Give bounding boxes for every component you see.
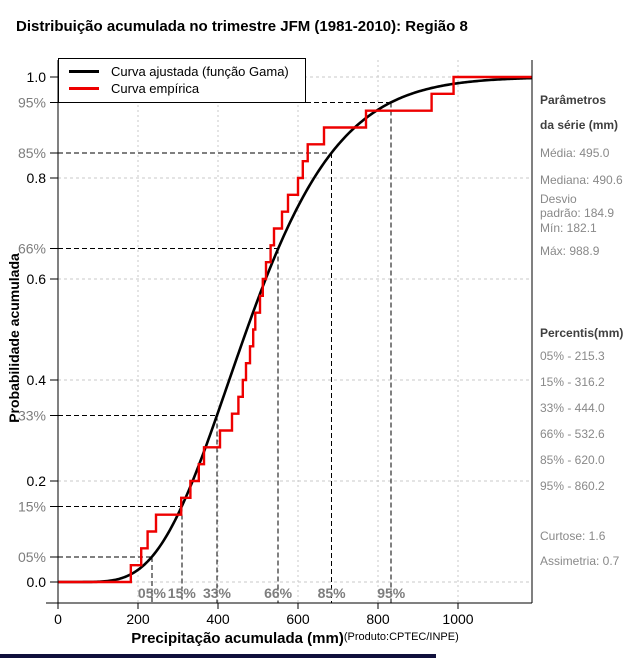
- params-header-line1: Parâmetros: [540, 93, 607, 107]
- stat-desvio-line2: padrão: 184.9: [540, 206, 615, 220]
- stat-desvio-line1: Desvio: [540, 192, 577, 206]
- stat-desvio-padrao: Desvio padrão: 184.9: [540, 192, 636, 220]
- legend-item-fitted: Curva ajustada (função Gama): [69, 63, 305, 80]
- percentile-15: 15% - 316.2: [540, 375, 605, 389]
- x-tick-label: 800: [366, 611, 390, 627]
- percentiles-header: Percentis(mm): [540, 326, 624, 340]
- y-tick-label: 1.0: [27, 69, 47, 85]
- percentile-85: 85% - 620.0: [540, 453, 605, 467]
- footer-bar: [0, 654, 436, 658]
- page-title: Distribuição acumulada no trimestre JFM …: [16, 18, 468, 35]
- legend-empirical-label: Curva empírica: [111, 81, 200, 96]
- y-percent-tick-label: 33%: [18, 407, 46, 423]
- stat-max: Máx: 988.9: [540, 244, 600, 258]
- x-tick-label: 200: [126, 611, 150, 627]
- x-tick-label: 600: [286, 611, 310, 627]
- params-header-line2: da série (mm): [540, 118, 619, 132]
- x-percent-label: 66%: [264, 585, 293, 601]
- x-axis-title: Precipitação acumulada (mm)(Produto:CPTE…: [58, 630, 532, 648]
- empirical-line-swatch: [69, 87, 99, 90]
- y-axis-title: Probabilidade acumulada: [6, 253, 22, 423]
- x-percent-label: 95%: [377, 585, 406, 601]
- empirical-curve: [58, 75, 532, 584]
- x-tick-label: 1000: [442, 611, 473, 627]
- percentile-66: 66% - 532.6: [540, 427, 605, 441]
- gamma-curve: [58, 76, 532, 584]
- x-percent-label: 15%: [168, 585, 197, 601]
- y-tick-label: 0.8: [27, 170, 47, 186]
- y-percent-tick-label: 66%: [18, 241, 46, 257]
- y-tick-label: 0.2: [27, 473, 47, 489]
- legend-item-empirical: Curva empírica: [69, 80, 305, 97]
- chart-legend: Curva ajustada (função Gama) Curva empír…: [58, 58, 306, 103]
- stat-assimetria: Assimetria: 0.7: [540, 554, 620, 568]
- stats-panel: Parâmetros da série (mm) Média: 495.0 Me…: [540, 0, 636, 650]
- y-percent-tick-label: 95%: [18, 94, 46, 110]
- percentile-33: 33% - 444.0: [540, 401, 605, 415]
- y-tick-label: 0.4: [27, 372, 47, 388]
- x-percent-label: 85%: [318, 585, 347, 601]
- source-note: (Produto:CPTEC/INPE): [343, 631, 459, 643]
- stat-min: Mín: 182.1: [540, 221, 597, 235]
- y-percent-tick-label: 85%: [18, 145, 46, 161]
- percentile-95: 95% - 860.2: [540, 479, 605, 493]
- percentile-05: 05% - 215.3: [540, 349, 605, 363]
- x-percent-label: 33%: [203, 585, 232, 601]
- fitted-line-swatch: [69, 70, 99, 73]
- x-percent-label: 05%: [138, 585, 167, 601]
- stat-media: Média: 495.0: [540, 146, 610, 160]
- x-tick-label: 0: [54, 611, 62, 627]
- x-tick-label: 400: [206, 611, 230, 627]
- y-tick-label: 0.0: [27, 574, 47, 590]
- y-tick-label: 0.6: [27, 271, 47, 287]
- y-percent-tick-label: 05%: [18, 549, 46, 565]
- y-percent-tick-label: 15%: [18, 498, 46, 514]
- x-axis-title-text: Precipitação acumulada (mm): [131, 630, 344, 647]
- stat-curtose: Curtose: 1.6: [540, 529, 606, 543]
- legend-fitted-label: Curva ajustada (função Gama): [111, 64, 289, 79]
- stat-mediana: Mediana: 490.6: [540, 173, 623, 187]
